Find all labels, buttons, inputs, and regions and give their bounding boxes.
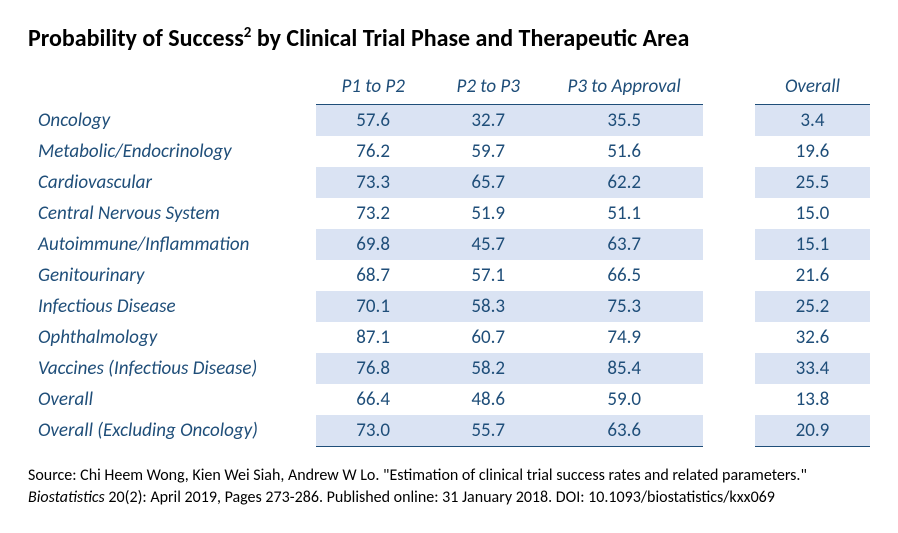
- table-row: Overall66.448.659.0 13.8: [28, 384, 870, 415]
- col-gap: [703, 71, 755, 105]
- cell-value: 3.4: [755, 105, 870, 137]
- table-row: Overall (Excluding Oncology)73.055.763.6…: [28, 415, 870, 447]
- row-label: Overall: [28, 384, 316, 415]
- table-row: Oncology57.632.735.5 3.4: [28, 105, 870, 137]
- cell-gap: [703, 353, 755, 384]
- table-row: Autoimmune/Inflammation69.845.763.7 15.1: [28, 229, 870, 260]
- col-header-overall: Overall: [755, 71, 870, 105]
- cell-value: 60.7: [431, 322, 546, 353]
- cell-value: 51.6: [546, 136, 703, 167]
- row-label: Central Nervous System: [28, 198, 316, 229]
- cell-value: 66.5: [546, 260, 703, 291]
- cell-value: 85.4: [546, 353, 703, 384]
- cell-value: 33.4: [755, 353, 870, 384]
- source-citation: Source: Chi Heem Wong, Kien Wei Siah, An…: [28, 465, 870, 508]
- probability-table: P1 to P2 P2 to P3 P3 to Approval Overall…: [28, 71, 870, 447]
- table-header-row: P1 to P2 P2 to P3 P3 to Approval Overall: [28, 71, 870, 105]
- col-header-p3approval: P3 to Approval: [546, 71, 703, 105]
- title-suffix: by Clinical Trial Phase and Therapeutic …: [251, 24, 689, 53]
- row-label: Autoimmune/Inflammation: [28, 229, 316, 260]
- header-blank: [28, 71, 316, 105]
- cell-value: 68.7: [316, 260, 431, 291]
- table-row: Metabolic/Endocrinology76.259.751.6 19.6: [28, 136, 870, 167]
- cell-value: 51.9: [431, 198, 546, 229]
- table-row: Central Nervous System73.251.951.1 15.0: [28, 198, 870, 229]
- cell-gap: [703, 291, 755, 322]
- cell-value: 48.6: [431, 384, 546, 415]
- cell-value: 74.9: [546, 322, 703, 353]
- cell-value: 21.6: [755, 260, 870, 291]
- cell-value: 57.1: [431, 260, 546, 291]
- cell-value: 32.7: [431, 105, 546, 137]
- cell-value: 58.3: [431, 291, 546, 322]
- table-row: Ophthalmology87.160.774.9 32.6: [28, 322, 870, 353]
- cell-value: 19.6: [755, 136, 870, 167]
- cell-gap: [703, 198, 755, 229]
- cell-value: 59.0: [546, 384, 703, 415]
- cell-gap: [703, 322, 755, 353]
- cell-value: 87.1: [316, 322, 431, 353]
- table-row: Genitourinary68.757.166.5 21.6: [28, 260, 870, 291]
- row-label: Ophthalmology: [28, 322, 316, 353]
- title-prefix: Probability of Success: [28, 24, 244, 53]
- col-header-p1p2: P1 to P2: [316, 71, 431, 105]
- cell-gap: [703, 105, 755, 137]
- cell-value: 63.6: [546, 415, 703, 447]
- source-prefix: Source: Chi Heem Wong, Kien Wei Siah, An…: [28, 466, 807, 485]
- cell-value: 57.6: [316, 105, 431, 137]
- row-label: Cardiovascular: [28, 167, 316, 198]
- cell-value: 65.7: [431, 167, 546, 198]
- cell-gap: [703, 260, 755, 291]
- cell-value: 70.1: [316, 291, 431, 322]
- cell-value: 20.9: [755, 415, 870, 447]
- table-body: Oncology57.632.735.53.4Metabolic/Endocri…: [28, 105, 870, 447]
- cell-gap: [703, 229, 755, 260]
- table-row: Infectious Disease70.158.375.3 25.2: [28, 291, 870, 322]
- cell-value: 51.1: [546, 198, 703, 229]
- cell-value: 73.0: [316, 415, 431, 447]
- cell-value: 55.7: [431, 415, 546, 447]
- cell-value: 59.7: [431, 136, 546, 167]
- cell-value: 63.7: [546, 229, 703, 260]
- cell-value: 15.1: [755, 229, 870, 260]
- row-label: Genitourinary: [28, 260, 316, 291]
- cell-gap: [703, 167, 755, 198]
- cell-value: 73.3: [316, 167, 431, 198]
- table-row: Vaccines (Infectious Disease)76.858.285.…: [28, 353, 870, 384]
- row-label: Overall (Excluding Oncology): [28, 415, 316, 447]
- cell-value: 13.8: [755, 384, 870, 415]
- col-header-p2p3: P2 to P3: [431, 71, 546, 105]
- cell-value: 58.2: [431, 353, 546, 384]
- row-label: Vaccines (Infectious Disease): [28, 353, 316, 384]
- table-row: Cardiovascular73.365.762.2 25.5: [28, 167, 870, 198]
- row-label: Metabolic/Endocrinology: [28, 136, 316, 167]
- row-label: Oncology: [28, 105, 316, 137]
- cell-value: 76.2: [316, 136, 431, 167]
- cell-gap: [703, 415, 755, 447]
- cell-value: 76.8: [316, 353, 431, 384]
- cell-value: 66.4: [316, 384, 431, 415]
- cell-gap: [703, 136, 755, 167]
- cell-value: 62.2: [546, 167, 703, 198]
- source-journal: Biostatistics: [28, 488, 105, 507]
- cell-value: 35.5: [546, 105, 703, 137]
- cell-value: 15.0: [755, 198, 870, 229]
- row-label: Infectious Disease: [28, 291, 316, 322]
- cell-value: 73.2: [316, 198, 431, 229]
- cell-value: 45.7: [431, 229, 546, 260]
- cell-value: 69.8: [316, 229, 431, 260]
- cell-value: 25.2: [755, 291, 870, 322]
- page-title: Probability of Success2 by Clinical Tria…: [28, 24, 870, 53]
- cell-gap: [703, 384, 755, 415]
- source-suffix: 20(2): April 2019, Pages 273-286. Publis…: [105, 488, 775, 507]
- cell-value: 32.6: [755, 322, 870, 353]
- cell-value: 25.5: [755, 167, 870, 198]
- cell-value: 75.3: [546, 291, 703, 322]
